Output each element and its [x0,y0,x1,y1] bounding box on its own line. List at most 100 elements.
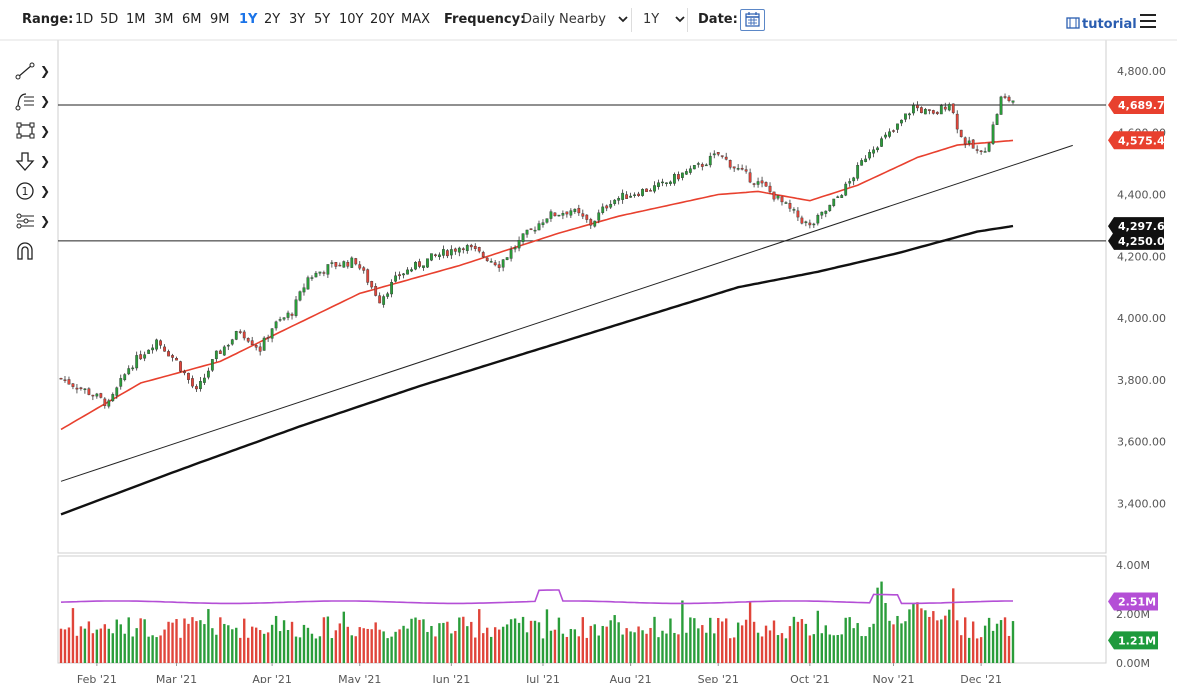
candle [250,340,254,346]
candle [601,206,605,213]
volume-bar [489,636,493,663]
volume-tick-label: 2.00M [1116,608,1150,621]
candle [135,355,139,369]
volume-bar [402,625,405,663]
volume-bar [764,625,768,663]
range-max-button[interactable]: MAX [401,12,431,27]
frequency-select[interactable]: Daily Nearby [522,12,628,28]
fibonacci-tool[interactable]: ❯ [14,90,54,114]
candle [206,370,210,378]
range-5d-button[interactable]: 5D [100,12,119,27]
candle [669,181,672,184]
candle [864,158,868,162]
volume-bar [135,628,138,663]
range-3y-button[interactable]: 3Y [289,12,306,27]
range-1y-button[interactable]: 1Y [239,12,258,27]
volume-label-bg [1108,592,1158,611]
volume-bar [330,638,334,663]
volume-bar [585,637,588,663]
volume-bar [278,631,282,663]
candle [800,217,804,224]
volume-bar [334,630,338,663]
volume-bar [99,628,103,663]
x-tick-label: Oct '21 [790,673,830,683]
volume-bar [800,619,804,663]
range-6m-button[interactable]: 6M [182,12,202,27]
volume-bar [840,634,843,663]
candle [581,213,585,217]
candle [390,282,394,295]
volume-bar [577,636,581,663]
candle [107,400,111,407]
candle [900,119,903,124]
volume-bar [545,609,549,663]
volume-bar [665,633,668,663]
range-2y-button[interactable]: 2Y [264,12,281,27]
candle [171,355,174,358]
candle [306,277,310,290]
volume-bar [948,609,951,663]
range-10y-button[interactable]: 10Y [339,12,364,27]
range-3m-button[interactable]: 3M [154,12,174,27]
candle [868,152,871,159]
rectangle-tool[interactable]: ❯ [14,120,54,144]
price-tick-label: 4,400.00 [1117,189,1166,202]
pitchfork-tool[interactable]: ❯ [14,210,54,234]
volume-bar [979,637,983,663]
range-1d-button[interactable]: 1D [75,12,94,27]
candle [1011,100,1015,103]
candle [262,337,266,351]
chevron-down-icon [675,16,685,23]
volume-bar [95,629,99,663]
volume-bar [784,638,788,663]
volume-label-bg [1108,631,1158,650]
counter-tool[interactable]: 1 ❯ [14,180,54,204]
volume-bar [454,630,457,663]
candle [533,229,537,232]
price-label-slow-ma: 4,297.61 [1118,220,1172,233]
volume-bar [215,634,218,663]
candle [382,296,386,305]
hamburger-menu-icon[interactable] [1140,14,1156,28]
candle [657,182,660,187]
candle [63,379,67,381]
period-select[interactable]: 1Y [643,12,685,28]
candle [426,258,429,268]
candle [816,214,820,224]
volume-bar [119,624,122,663]
trendline-tool[interactable]: ❯ [14,60,54,84]
range-5y-button[interactable]: 5Y [314,12,331,27]
candle [493,262,497,266]
candle [545,218,549,223]
volume-bar [908,609,911,663]
volume-bar [270,624,274,663]
candle [904,113,907,120]
range-1m-button[interactable]: 1M [126,12,146,27]
volume-bar [501,626,505,663]
candle [999,96,1003,115]
candle [254,345,258,348]
candle [947,104,951,111]
date-picker-button[interactable] [740,9,765,31]
candle [354,258,358,265]
volume-bar [533,620,537,663]
range-9m-button[interactable]: 9M [210,12,230,27]
candle [712,153,716,156]
candle [477,247,481,252]
candle [629,195,633,198]
candle [234,331,238,340]
candle [633,194,636,196]
magnet-tool[interactable] [14,240,54,264]
arrow-tool[interactable]: ❯ [14,150,54,174]
candle [692,165,696,170]
volume-bar [629,631,632,663]
price-tick-label: 4,200.00 [1117,250,1166,263]
range-20y-button[interactable]: 20Y [370,12,395,27]
volume-bar [549,630,553,663]
candle [593,220,597,227]
volume-bar [928,616,931,663]
volume-bar [390,636,393,663]
candle [824,210,828,214]
tutorial-link[interactable]: tutorial [1066,17,1137,32]
